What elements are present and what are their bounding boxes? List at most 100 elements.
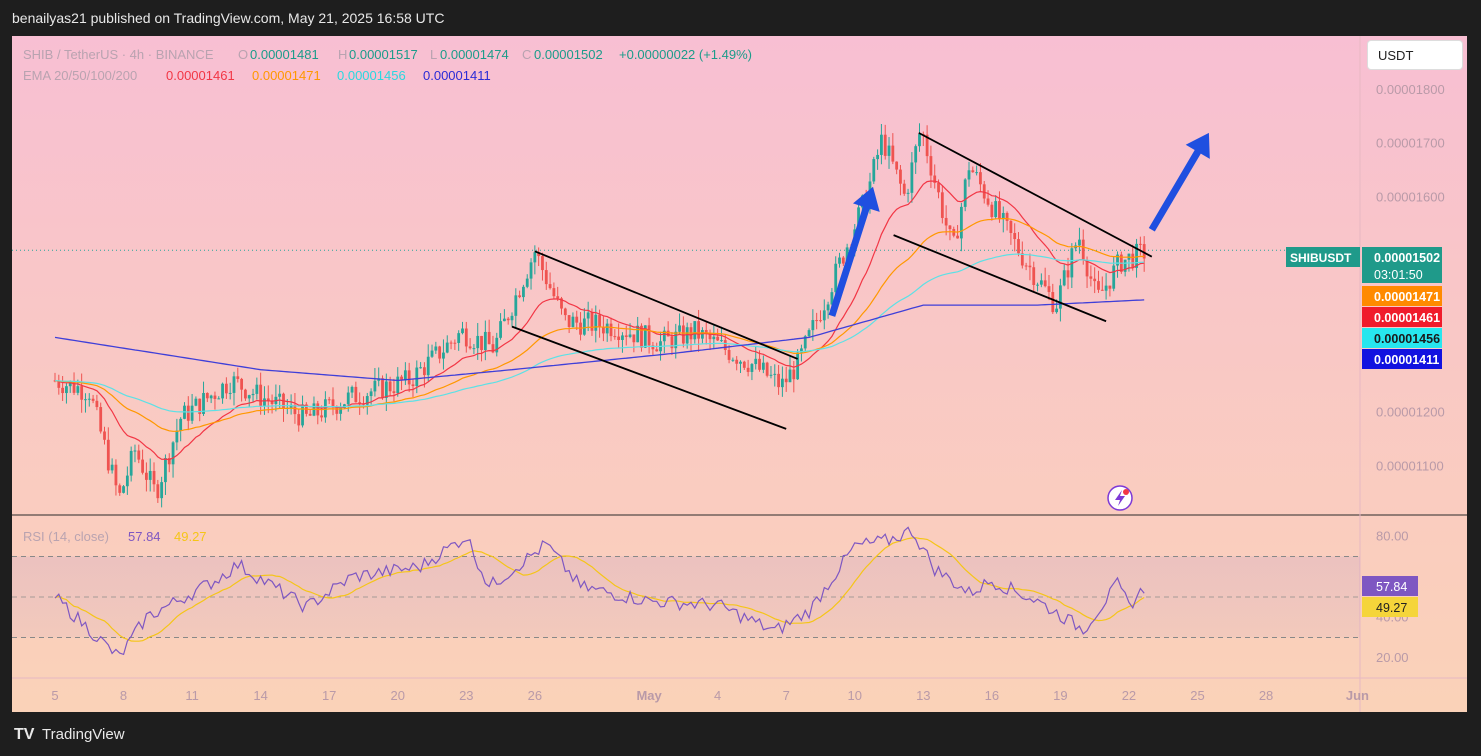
candle[interactable] (198, 398, 202, 422)
candle[interactable] (647, 317, 651, 354)
candle[interactable] (944, 205, 948, 236)
candle[interactable] (461, 321, 464, 335)
candle[interactable] (788, 356, 792, 383)
candle[interactable] (430, 344, 434, 358)
candle[interactable] (1039, 273, 1043, 288)
candle[interactable] (339, 402, 343, 421)
candle[interactable] (792, 361, 796, 393)
candle[interactable] (617, 323, 621, 349)
candle[interactable] (373, 368, 377, 397)
candle[interactable] (750, 362, 754, 381)
candle[interactable] (266, 385, 270, 414)
candle[interactable] (525, 274, 529, 289)
candle[interactable] (1138, 236, 1142, 256)
candle[interactable] (183, 402, 186, 420)
candle[interactable] (761, 355, 765, 374)
candle[interactable] (354, 381, 358, 403)
candle[interactable] (145, 462, 148, 492)
candle[interactable] (731, 357, 735, 362)
candle[interactable] (228, 382, 232, 400)
chart-frame[interactable]: 0.00001800 0.00001700 0.00001600 0.00001200… (12, 36, 1467, 712)
candle[interactable] (605, 318, 609, 342)
candle[interactable] (297, 409, 301, 432)
candle[interactable] (552, 282, 556, 300)
candle[interactable] (662, 326, 666, 354)
candle[interactable] (282, 392, 285, 422)
candle[interactable] (621, 332, 624, 353)
candle[interactable] (537, 247, 541, 267)
candle[interactable] (65, 382, 68, 404)
candle[interactable] (57, 374, 61, 395)
candle[interactable] (99, 402, 103, 434)
candle[interactable] (872, 156, 876, 184)
candle[interactable] (438, 345, 442, 364)
candle[interactable] (602, 316, 605, 342)
candle[interactable] (205, 392, 209, 403)
candles-group[interactable] (53, 123, 1146, 508)
candle[interactable] (541, 252, 544, 281)
candle[interactable] (998, 191, 1001, 223)
candle[interactable] (918, 123, 921, 152)
candle[interactable] (819, 310, 822, 323)
candle[interactable] (202, 381, 205, 416)
candle[interactable] (575, 310, 579, 331)
rsi-ma-line[interactable] (54, 537, 1145, 642)
candle[interactable] (834, 256, 838, 300)
candle[interactable] (209, 394, 213, 404)
candle[interactable] (270, 394, 274, 414)
candle[interactable] (502, 309, 506, 322)
candle[interactable] (765, 361, 769, 378)
candle[interactable] (84, 393, 87, 413)
candle[interactable] (91, 394, 95, 404)
candle[interactable] (701, 327, 704, 344)
candle[interactable] (171, 441, 175, 478)
candle[interactable] (1009, 220, 1013, 245)
candle[interactable] (114, 459, 118, 496)
candle[interactable] (423, 362, 426, 388)
candle[interactable] (118, 483, 122, 496)
candle[interactable] (106, 427, 110, 474)
candle[interactable] (723, 334, 727, 356)
candle[interactable] (274, 384, 278, 412)
candle[interactable] (514, 288, 518, 329)
candle[interactable] (453, 339, 457, 350)
candle[interactable] (179, 417, 183, 442)
candle[interactable] (87, 393, 91, 407)
candle[interactable] (742, 360, 746, 370)
candle[interactable] (510, 312, 514, 327)
candle[interactable] (1032, 261, 1036, 293)
candle[interactable] (777, 365, 780, 395)
candle[interactable] (224, 377, 228, 399)
candle[interactable] (979, 163, 982, 192)
candle[interactable] (533, 245, 537, 275)
candle[interactable] (1062, 264, 1066, 287)
candle[interactable] (95, 394, 99, 411)
candle[interactable] (110, 458, 114, 474)
candle[interactable] (175, 418, 179, 451)
candle[interactable] (1104, 273, 1108, 300)
candle[interactable] (1043, 267, 1047, 288)
candle[interactable] (190, 393, 194, 424)
candle[interactable] (411, 379, 415, 398)
candle[interactable] (822, 299, 826, 330)
candle[interactable] (426, 344, 430, 382)
candle[interactable] (1001, 206, 1005, 233)
candle[interactable] (221, 382, 224, 404)
candle[interactable] (883, 124, 887, 160)
alert-lightning-icon[interactable] (1107, 485, 1133, 511)
candle[interactable] (480, 335, 483, 362)
candle[interactable] (483, 320, 487, 361)
candle[interactable] (567, 315, 571, 334)
candle[interactable] (434, 341, 438, 354)
trendline[interactable] (534, 250, 798, 360)
candle[interactable] (746, 359, 750, 377)
candle[interactable] (1097, 270, 1100, 293)
candle[interactable] (301, 395, 304, 428)
candle[interactable] (902, 179, 906, 196)
candle[interactable] (906, 188, 910, 203)
candle[interactable] (472, 344, 476, 355)
candle[interactable] (160, 476, 164, 508)
candle[interactable] (975, 165, 979, 176)
ema20-line[interactable] (54, 180, 1145, 461)
price-axis[interactable]: 0.00001800 0.00001700 0.00001600 0.00001200… (1376, 82, 1445, 474)
